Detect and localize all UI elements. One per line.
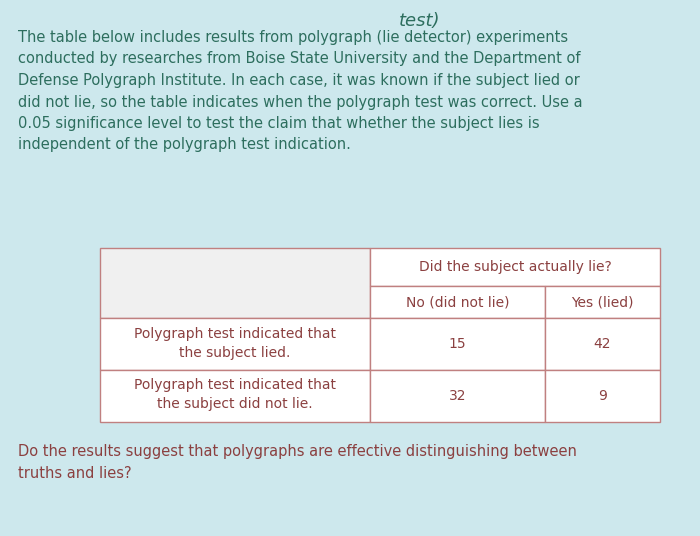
Text: Yes (lied): Yes (lied) (571, 295, 634, 309)
Text: The table below includes results from polygraph (lie detector) experiments: The table below includes results from po… (18, 30, 568, 45)
Text: did not lie, so the table indicates when the polygraph test was correct. Use a: did not lie, so the table indicates when… (18, 94, 582, 109)
Text: the subject lied.: the subject lied. (179, 346, 290, 360)
Text: 42: 42 (594, 337, 611, 351)
Text: the subject did not lie.: the subject did not lie. (158, 397, 313, 411)
Bar (100, 248, 370, 318)
Text: 0.05 significance level to test the claim that whether the subject lies is: 0.05 significance level to test the clai… (18, 116, 540, 131)
Bar (370, 318, 545, 370)
Text: Did the subject actually lie?: Did the subject actually lie? (419, 260, 611, 274)
Bar (370, 286, 545, 318)
Bar (370, 370, 545, 422)
Text: No (did not lie): No (did not lie) (406, 295, 510, 309)
Text: 15: 15 (449, 337, 466, 351)
Text: conducted by researches from Boise State University and the Department of: conducted by researches from Boise State… (18, 51, 580, 66)
Text: 9: 9 (598, 389, 607, 403)
Bar (545, 286, 660, 318)
Text: Polygraph test indicated that: Polygraph test indicated that (134, 377, 336, 392)
Text: independent of the polygraph test indication.: independent of the polygraph test indica… (18, 138, 351, 153)
Text: Defense Polygraph Institute. In each case, it was known if the subject lied or: Defense Polygraph Institute. In each cas… (18, 73, 580, 88)
Text: 32: 32 (449, 389, 466, 403)
Bar (545, 370, 660, 422)
Bar (100, 318, 370, 370)
Text: Do the results suggest that polygraphs are effective distinguishing between: Do the results suggest that polygraphs a… (18, 444, 577, 459)
Text: test): test) (399, 12, 441, 30)
Bar (100, 370, 370, 422)
Bar (545, 318, 660, 370)
Text: Polygraph test indicated that: Polygraph test indicated that (134, 326, 336, 340)
Text: truths and lies?: truths and lies? (18, 466, 132, 481)
Bar (370, 248, 660, 286)
